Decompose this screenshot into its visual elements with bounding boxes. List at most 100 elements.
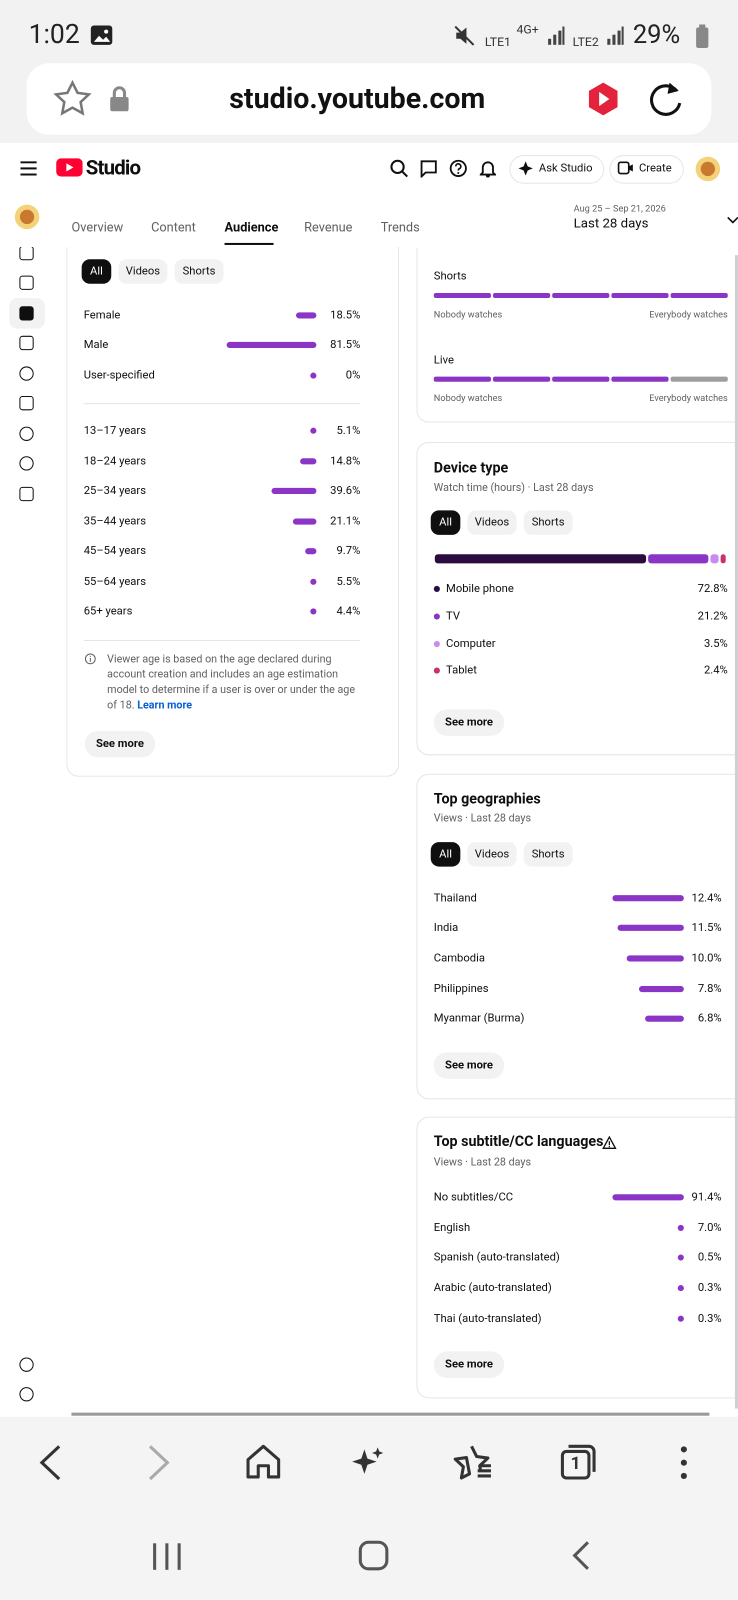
youtube-logo[interactable] xyxy=(56,158,83,177)
rail-icon[interactable] xyxy=(19,1387,34,1402)
forward-button[interactable] xyxy=(146,1443,173,1482)
rail-icon[interactable] xyxy=(19,306,34,321)
row-label: Thai (auto-translated) xyxy=(433,1311,542,1325)
assistant-button[interactable] xyxy=(351,1445,386,1480)
tab-underline xyxy=(224,242,274,245)
row-value: 0.3% xyxy=(697,1280,722,1295)
avatar[interactable] xyxy=(695,156,721,182)
bar xyxy=(626,955,684,962)
tab[interactable]: Content xyxy=(151,220,196,236)
retention-segment xyxy=(670,292,728,299)
comments-icon[interactable] xyxy=(420,159,438,178)
filter-chip[interactable]: All xyxy=(430,510,461,535)
rail-icon[interactable] xyxy=(19,245,34,261)
row-label: Female xyxy=(83,308,121,322)
filter-chip[interactable]: Shorts xyxy=(523,842,573,867)
tab[interactable]: Trends xyxy=(380,220,420,236)
retention-max: Everybody watches xyxy=(649,310,728,321)
filter-chip[interactable]: All xyxy=(430,842,461,867)
filter-chip[interactable]: All xyxy=(81,259,112,284)
back-button[interactable] xyxy=(37,1443,64,1482)
scrollbar xyxy=(734,255,738,1409)
see-more-button[interactable]: See more xyxy=(433,1351,505,1378)
legend-value: 3.5% xyxy=(703,636,728,651)
rail-icon[interactable] xyxy=(19,456,34,471)
chevron-icon[interactable] xyxy=(727,216,738,224)
system-back-button[interactable] xyxy=(570,1539,592,1572)
age-note: Viewer age is based on the age declared … xyxy=(107,651,357,712)
retention-segment xyxy=(611,292,669,299)
battery-level: 29% xyxy=(632,20,681,51)
clock: 1:02 xyxy=(28,19,80,51)
row-label: 45–54 years xyxy=(83,544,147,558)
network-label: LTE1 xyxy=(484,34,511,49)
row-value: 5.5% xyxy=(336,574,361,588)
row-value: 9.7% xyxy=(336,544,361,558)
see-more-button[interactable]: See more xyxy=(433,1052,505,1079)
url[interactable]: studio.youtube.com xyxy=(229,81,486,116)
tab[interactable]: Overview xyxy=(71,220,124,236)
rail-icon[interactable] xyxy=(19,426,34,441)
divider xyxy=(83,639,361,641)
retention-segment xyxy=(433,376,491,382)
create-label[interactable]: Create xyxy=(638,161,672,175)
notifications-icon[interactable] xyxy=(479,159,497,178)
filter-chip[interactable]: Videos xyxy=(118,259,168,284)
search-icon[interactable] xyxy=(390,159,408,178)
warning-icon xyxy=(602,1136,617,1149)
retention-min: Nobody watches xyxy=(433,393,503,405)
channel-avatar[interactable] xyxy=(14,204,40,230)
date-range-label[interactable]: Last 28 days xyxy=(573,216,649,232)
rail-icon[interactable] xyxy=(19,1357,34,1372)
row-value: 6.8% xyxy=(697,1011,722,1025)
help-icon[interactable] xyxy=(449,159,467,177)
rail-icon[interactable] xyxy=(19,486,34,502)
bar xyxy=(310,372,317,379)
row-value: 12.4% xyxy=(691,891,722,905)
bar xyxy=(617,924,684,931)
filter-chip[interactable]: Shorts xyxy=(523,510,573,535)
filter-chip[interactable]: Videos xyxy=(467,510,517,535)
rail-icon[interactable] xyxy=(19,335,34,351)
more-button[interactable] xyxy=(678,1444,690,1481)
ask-studio-button[interactable] xyxy=(509,155,605,184)
row-label: Thailand xyxy=(433,891,477,905)
rail-icon[interactable] xyxy=(19,275,34,290)
see-more-button[interactable]: See more xyxy=(433,709,505,736)
network-label: LTE2 xyxy=(572,34,599,49)
learn-more-link[interactable]: Learn more xyxy=(137,698,193,712)
brand[interactable]: Studio xyxy=(85,155,141,180)
rail-icon[interactable] xyxy=(19,366,34,381)
ask-studio-label[interactable]: Ask Studio xyxy=(538,161,593,175)
reload-icon[interactable] xyxy=(645,79,686,120)
bookmark-icon[interactable] xyxy=(53,79,92,119)
date-range[interactable]: Aug 25 – Sep 21, 2026 xyxy=(573,204,666,215)
home-button[interactable] xyxy=(245,1443,282,1480)
tab[interactable]: Audience xyxy=(224,220,279,236)
row-label: 35–44 years xyxy=(83,514,147,528)
bar xyxy=(296,312,317,319)
see-more-button[interactable]: See more xyxy=(84,730,156,758)
tab-count: 1 xyxy=(570,1453,581,1474)
extension-icon[interactable] xyxy=(587,82,620,117)
bar xyxy=(644,1015,684,1022)
recents-button[interactable] xyxy=(151,1541,184,1572)
row-value: 4.4% xyxy=(336,604,361,618)
legend-label: TV xyxy=(446,609,460,623)
tab[interactable]: Revenue xyxy=(304,220,353,236)
bar xyxy=(677,1315,684,1322)
filter-chip[interactable]: Shorts xyxy=(174,259,224,284)
row-label: 65+ years xyxy=(83,604,133,618)
filter-chip[interactable]: Videos xyxy=(467,842,517,867)
row-value: 81.5% xyxy=(330,337,361,352)
device-card xyxy=(416,441,738,756)
rail-icon[interactable] xyxy=(19,396,34,411)
card-title: Top subtitle/CC languages xyxy=(433,1133,604,1151)
studio-header: Studio Ask Studio Create Overview Content… xyxy=(0,142,738,248)
create-button[interactable] xyxy=(609,155,684,184)
bookmarks-button[interactable] xyxy=(453,1443,494,1482)
tabs-button[interactable] xyxy=(559,1442,598,1481)
system-home-button[interactable] xyxy=(357,1539,390,1572)
menu-icon[interactable] xyxy=(20,161,37,176)
